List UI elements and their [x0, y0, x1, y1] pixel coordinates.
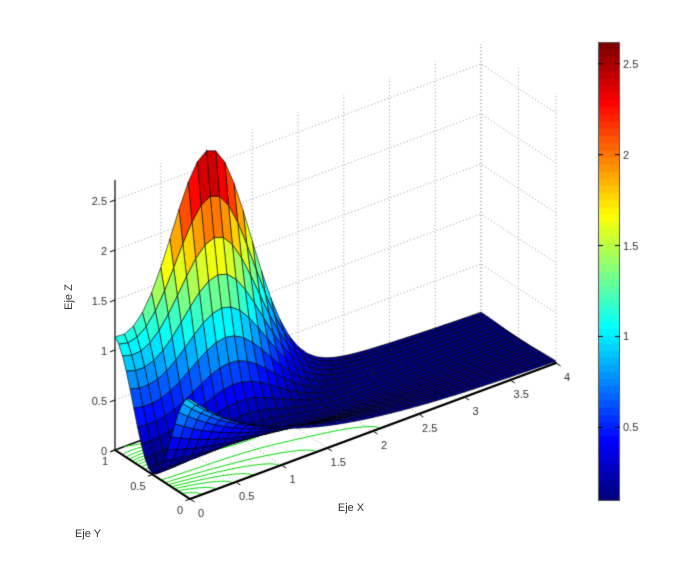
y-axis-label: Eje Y — [74, 528, 102, 540]
x-axis-label: Eje X — [337, 502, 365, 514]
z-axis-label: Eje Z — [63, 284, 75, 310]
colorbar — [598, 42, 640, 500]
plot-region — [60, 20, 580, 530]
